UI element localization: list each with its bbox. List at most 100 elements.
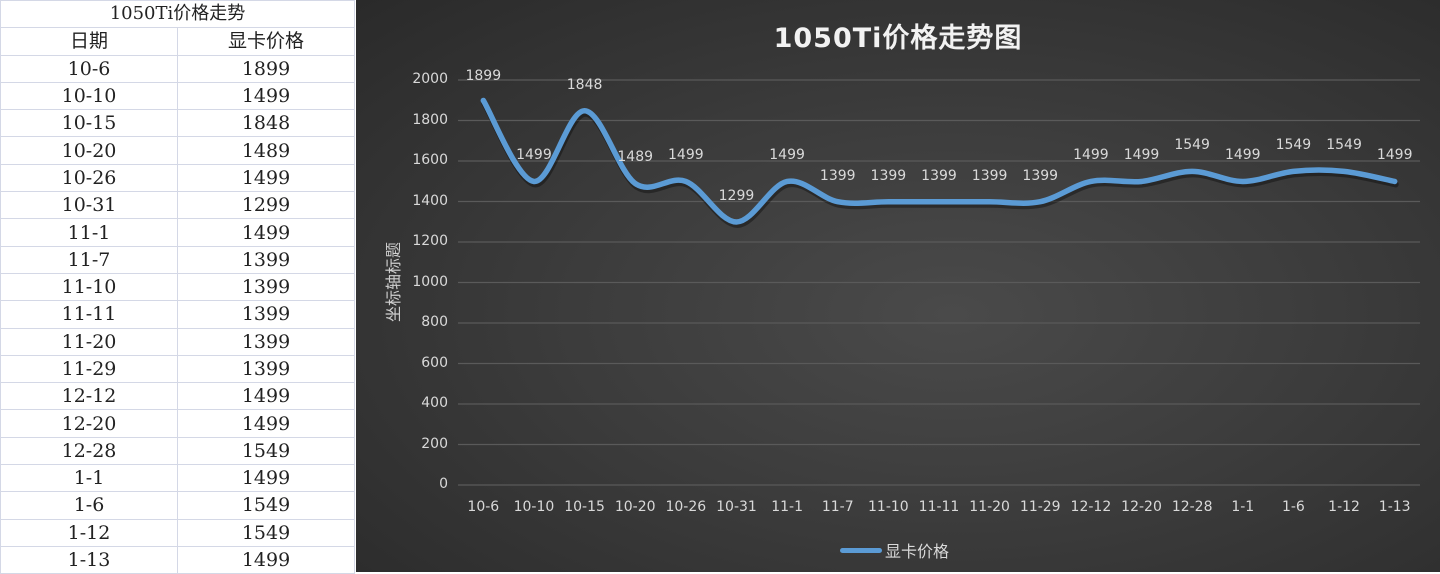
price-cell[interactable]: 1499 bbox=[177, 409, 355, 438]
table-row: 11-1 1499 bbox=[0, 218, 355, 247]
x-tick-label: 11-20 bbox=[969, 499, 1010, 515]
price-cell[interactable]: 1399 bbox=[177, 300, 355, 329]
date-cell[interactable]: 11-20 bbox=[0, 327, 178, 356]
data-label: 1499 bbox=[1376, 147, 1413, 164]
x-tick-label: 11-29 bbox=[1019, 499, 1061, 515]
x-tick-label: 11-1 bbox=[771, 499, 803, 515]
x-tick-label: 10-10 bbox=[513, 499, 555, 515]
price-cell[interactable]: 1499 bbox=[177, 382, 355, 411]
x-tick-label: 10-20 bbox=[614, 499, 656, 515]
table-row: 10-26 1499 bbox=[0, 163, 355, 193]
table-row: 10-15 1848 bbox=[0, 109, 355, 138]
legend-line-icon bbox=[840, 547, 882, 553]
y-tick-label: 1200 bbox=[412, 233, 448, 249]
date-cell[interactable]: 11-1 bbox=[0, 218, 178, 247]
y-tick-label: 1800 bbox=[412, 111, 448, 128]
data-label: 1499 bbox=[516, 147, 552, 164]
price-cell[interactable]: 1499 bbox=[177, 81, 355, 111]
series-line-price[interactable] bbox=[480, 97, 1398, 225]
header-price-cell[interactable]: 显卡价格 bbox=[177, 27, 355, 56]
price-cell[interactable]: 1499 bbox=[177, 545, 355, 574]
price-cell[interactable]: 1399 bbox=[177, 245, 355, 274]
header-date-cell[interactable]: 日期 bbox=[0, 27, 178, 56]
x-tick-label: 12-28 bbox=[1171, 499, 1213, 515]
price-cell[interactable]: 1899 bbox=[177, 54, 355, 83]
table-row: 12-20 1499 bbox=[0, 409, 355, 438]
table-row: 12-12 1499 bbox=[0, 382, 355, 411]
date-cell[interactable]: 11-7 bbox=[0, 245, 178, 274]
date-cell[interactable]: 10-26 bbox=[0, 163, 178, 193]
price-cell[interactable]: 1399 bbox=[177, 354, 355, 384]
date-cell[interactable]: 12-20 bbox=[0, 409, 178, 438]
date-cell[interactable]: 11-11 bbox=[0, 300, 178, 329]
date-cell[interactable]: 1-6 bbox=[0, 491, 178, 520]
x-tick-label: 11-7 bbox=[821, 499, 854, 515]
price-cell[interactable]: 1549 bbox=[177, 436, 355, 466]
y-axis-title: 坐标轴标题 bbox=[384, 241, 403, 323]
table-row: 10-31 1299 bbox=[0, 191, 355, 220]
date-cell[interactable]: 10-15 bbox=[0, 109, 178, 138]
date-cell[interactable]: 11-10 bbox=[0, 272, 178, 302]
table-row: 1-1 1499 bbox=[0, 464, 355, 493]
table-row: 11-7 1399 bbox=[0, 245, 355, 274]
x-tick-label: 10-15 bbox=[564, 499, 605, 515]
price-table: 1050Ti价格走势 日期 显卡价格 10-6 1899 10-10 1499 10-1… bbox=[0, 0, 355, 574]
price-cell[interactable]: 1399 bbox=[177, 272, 355, 302]
date-cell[interactable]: 10-10 bbox=[0, 81, 178, 111]
price-cell[interactable]: 1549 bbox=[177, 518, 355, 547]
price-cell[interactable]: 1499 bbox=[177, 163, 355, 193]
data-label: 1399 bbox=[870, 167, 907, 184]
table-row: 1-13 1499 bbox=[0, 545, 355, 574]
data-label: 1549 bbox=[1174, 137, 1210, 154]
date-cell[interactable]: 1-12 bbox=[0, 518, 178, 547]
date-cell[interactable]: 10-6 bbox=[0, 54, 178, 83]
y-tick-label: 600 bbox=[421, 354, 448, 371]
y-tick-label: 1600 bbox=[412, 152, 448, 168]
date-cell[interactable]: 1-13 bbox=[0, 545, 178, 574]
x-tick-label: 12-12 bbox=[1070, 499, 1112, 515]
data-label: 1549 bbox=[1275, 137, 1312, 154]
data-label: 1499 bbox=[668, 147, 704, 164]
line-chart[interactable]: 1050Ti价格走势图 0 200 400 600 800 1000 1200 1400 160… bbox=[356, 0, 1440, 572]
data-label: 1499 bbox=[1123, 147, 1160, 164]
date-cell[interactable]: 12-12 bbox=[0, 382, 178, 411]
table-row: 10-6 1899 bbox=[0, 54, 355, 83]
price-cell[interactable]: 1399 bbox=[177, 327, 355, 356]
y-tick-label: 1000 bbox=[412, 273, 448, 290]
price-cell[interactable]: 1848 bbox=[177, 109, 355, 138]
data-label: 1399 bbox=[921, 167, 957, 184]
price-cell[interactable]: 1499 bbox=[177, 464, 355, 493]
data-label: 1489 bbox=[617, 149, 654, 166]
data-label: 1899 bbox=[465, 68, 502, 85]
y-tick-label: 1400 bbox=[412, 192, 448, 209]
data-label: 1399 bbox=[819, 167, 856, 184]
spreadsheet: 1050Ti价格走势 日期 显卡价格 10-6 1899 10-10 1499 10-1… bbox=[0, 0, 355, 574]
legend-label: 显卡价格 bbox=[885, 542, 950, 561]
date-cell[interactable]: 1-1 bbox=[0, 464, 178, 493]
y-tick-label: 0 bbox=[439, 476, 448, 492]
table-row: 10-10 1499 bbox=[0, 81, 355, 111]
price-cell[interactable]: 1489 bbox=[177, 136, 355, 165]
date-cell[interactable]: 11-29 bbox=[0, 354, 178, 384]
x-tick-label: 12-20 bbox=[1121, 499, 1162, 515]
table-row: 1-6 1549 bbox=[0, 491, 355, 520]
x-tick-label: 1-1 bbox=[1231, 499, 1255, 515]
date-cell[interactable]: 12-28 bbox=[0, 436, 178, 466]
data-label: 1499 bbox=[1073, 147, 1109, 164]
price-cell[interactable]: 1499 bbox=[177, 218, 355, 247]
table-row: 11-10 1399 bbox=[0, 272, 355, 302]
table-title-cell[interactable]: 1050Ti价格走势 bbox=[0, 0, 355, 29]
date-cell[interactable]: 10-20 bbox=[0, 136, 178, 165]
table-title-row: 1050Ti价格走势 bbox=[0, 0, 355, 29]
price-cell[interactable]: 1549 bbox=[177, 491, 355, 520]
y-tick-label: 800 bbox=[421, 314, 448, 330]
date-cell[interactable]: 10-31 bbox=[0, 191, 178, 220]
data-label: 1399 bbox=[971, 167, 1008, 184]
data-label: 1299 bbox=[718, 187, 755, 204]
y-tick-label: 2000 bbox=[412, 71, 448, 87]
x-tick-label: 1-12 bbox=[1328, 499, 1360, 515]
table-row: 10-20 1489 bbox=[0, 136, 355, 165]
price-cell[interactable]: 1299 bbox=[177, 191, 355, 220]
x-tick-label: 10-6 bbox=[467, 499, 500, 515]
x-tick-label: 11-11 bbox=[918, 499, 960, 515]
